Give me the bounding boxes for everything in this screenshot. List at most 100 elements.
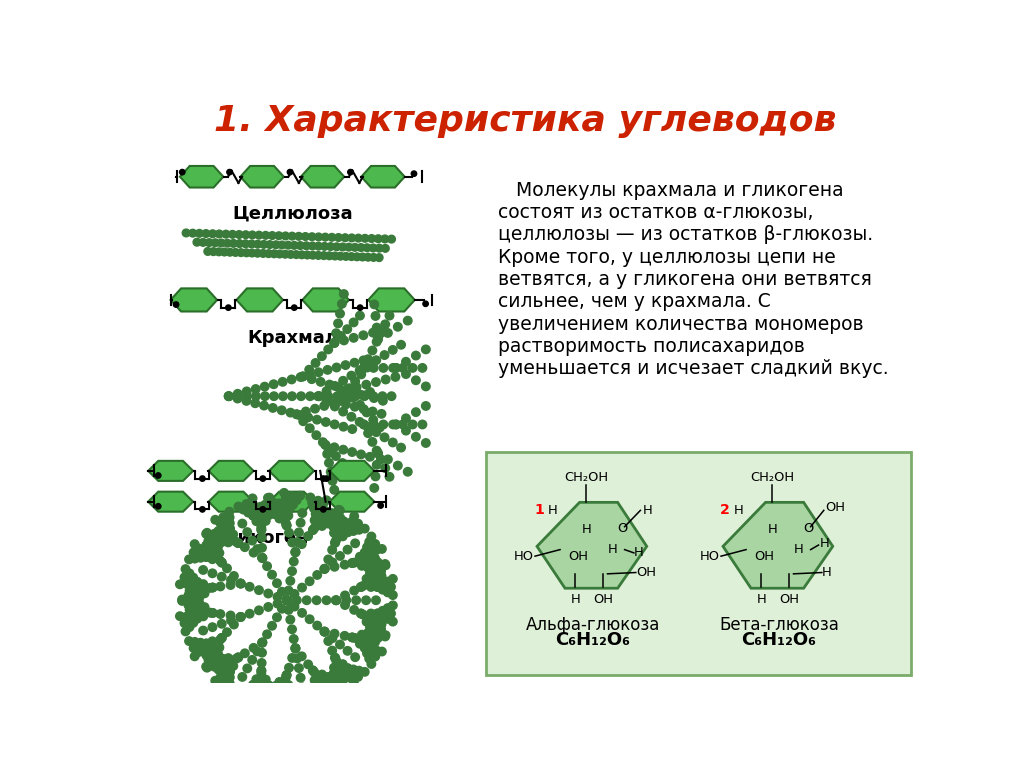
Circle shape <box>272 613 282 621</box>
Circle shape <box>346 522 354 531</box>
Circle shape <box>337 331 345 340</box>
Circle shape <box>392 364 400 372</box>
Circle shape <box>219 679 227 687</box>
Circle shape <box>264 693 272 701</box>
Circle shape <box>202 545 210 553</box>
Polygon shape <box>148 492 194 512</box>
Circle shape <box>246 610 254 618</box>
Circle shape <box>422 402 430 410</box>
Circle shape <box>378 585 387 594</box>
Circle shape <box>202 553 211 561</box>
Circle shape <box>217 558 226 567</box>
Text: состоят из остатков α-глюкозы,: состоят из остатков α-глюкозы, <box>499 203 814 222</box>
Circle shape <box>348 675 356 683</box>
Circle shape <box>350 634 359 642</box>
Circle shape <box>242 231 250 239</box>
Circle shape <box>422 345 430 354</box>
Text: H: H <box>642 504 652 517</box>
Circle shape <box>348 517 356 525</box>
Circle shape <box>215 537 223 545</box>
Circle shape <box>374 634 382 643</box>
Circle shape <box>331 510 339 518</box>
Circle shape <box>326 380 334 389</box>
Circle shape <box>249 548 258 557</box>
Circle shape <box>409 364 417 372</box>
Circle shape <box>190 604 199 612</box>
Circle shape <box>323 508 332 516</box>
Circle shape <box>368 566 377 574</box>
Circle shape <box>234 690 243 698</box>
Circle shape <box>364 563 373 572</box>
Circle shape <box>328 558 337 567</box>
Text: CH₂OH: CH₂OH <box>751 471 795 484</box>
Circle shape <box>381 320 389 328</box>
Circle shape <box>231 538 241 546</box>
Circle shape <box>343 325 351 334</box>
Text: H: H <box>608 543 617 556</box>
Circle shape <box>216 532 225 540</box>
Circle shape <box>214 654 222 663</box>
Circle shape <box>305 615 314 624</box>
Circle shape <box>285 663 293 672</box>
Circle shape <box>210 538 218 547</box>
Circle shape <box>279 241 286 249</box>
Circle shape <box>351 539 359 548</box>
Circle shape <box>261 675 270 684</box>
Circle shape <box>328 509 336 518</box>
Circle shape <box>412 408 420 416</box>
Circle shape <box>264 681 272 690</box>
Circle shape <box>258 554 266 562</box>
Circle shape <box>234 653 243 662</box>
Circle shape <box>371 554 379 562</box>
Circle shape <box>330 339 339 347</box>
Circle shape <box>336 506 344 515</box>
Circle shape <box>322 418 330 426</box>
Circle shape <box>332 329 340 337</box>
Circle shape <box>330 663 338 672</box>
Polygon shape <box>171 288 217 311</box>
Circle shape <box>264 494 272 502</box>
Circle shape <box>243 392 251 400</box>
Circle shape <box>267 571 276 579</box>
Circle shape <box>286 502 294 510</box>
Circle shape <box>261 501 269 509</box>
Circle shape <box>321 476 326 481</box>
Circle shape <box>321 507 326 512</box>
Circle shape <box>338 396 347 404</box>
Circle shape <box>282 518 290 527</box>
Circle shape <box>193 594 201 602</box>
Circle shape <box>366 453 374 461</box>
Circle shape <box>270 510 279 518</box>
Circle shape <box>237 613 245 621</box>
Circle shape <box>248 240 256 248</box>
Text: H: H <box>768 523 777 536</box>
Circle shape <box>339 391 347 400</box>
Circle shape <box>296 242 304 249</box>
Circle shape <box>206 584 214 592</box>
Circle shape <box>343 664 352 673</box>
Polygon shape <box>330 492 375 512</box>
Circle shape <box>199 644 207 652</box>
Circle shape <box>254 240 261 248</box>
Circle shape <box>182 229 190 237</box>
Circle shape <box>347 371 355 380</box>
Circle shape <box>314 392 323 400</box>
Circle shape <box>378 607 387 615</box>
Circle shape <box>422 439 430 447</box>
Circle shape <box>392 364 400 372</box>
Circle shape <box>302 596 311 604</box>
Circle shape <box>356 583 366 591</box>
Circle shape <box>187 584 196 592</box>
Circle shape <box>329 670 338 678</box>
Circle shape <box>199 548 207 557</box>
Circle shape <box>304 532 312 540</box>
Circle shape <box>368 346 377 354</box>
Circle shape <box>355 367 364 375</box>
Circle shape <box>260 401 268 410</box>
Circle shape <box>373 583 382 591</box>
Circle shape <box>324 476 329 481</box>
Circle shape <box>377 617 385 625</box>
Circle shape <box>345 243 352 251</box>
Circle shape <box>370 254 378 262</box>
Circle shape <box>283 671 291 680</box>
